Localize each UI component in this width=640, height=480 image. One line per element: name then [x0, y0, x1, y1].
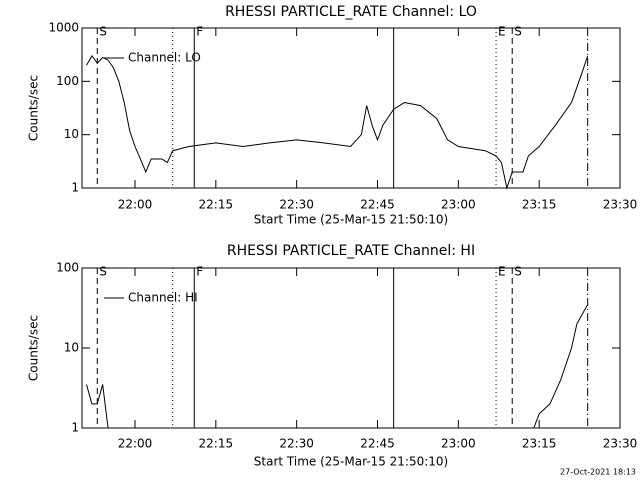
y-axis-label: Counts/sec [27, 315, 41, 381]
x-tick-label: 23:15 [522, 198, 557, 212]
x-tick-label: 22:00 [118, 437, 153, 451]
y-tick-label: 1 [71, 421, 79, 435]
x-tick-label: 22:00 [118, 198, 153, 212]
x-tick-label: 22:15 [199, 198, 234, 212]
chart-title: RHESSI PARTICLE_RATE Channel: HI [227, 243, 475, 259]
x-tick-label: 22:30 [279, 437, 314, 451]
x-tick-label: 23:15 [522, 437, 557, 451]
data-line [86, 54, 589, 190]
legend-label: Channel: HI [128, 291, 198, 305]
marker-label: S [99, 25, 107, 39]
x-tick-label: 23:00 [441, 198, 476, 212]
marker-label: F [196, 25, 203, 39]
y-tick-label: 10 [64, 127, 79, 141]
x-axis-label: Start Time (25-Mar-15 21:50:10) [254, 213, 448, 227]
marker-label: E [498, 265, 506, 279]
y-tick-label: 100 [56, 74, 79, 88]
x-tick-label: 23:30 [603, 198, 638, 212]
y-axis-label: Counts/sec [27, 75, 41, 141]
x-axis-label: Start Time (25-Mar-15 21:50:10) [254, 455, 448, 469]
y-tick-label: 100 [56, 261, 79, 275]
data-line [86, 304, 589, 429]
y-tick-label: 10 [64, 341, 79, 355]
legend-label: Channel: LO [128, 51, 201, 65]
x-tick-label: 22:30 [279, 198, 314, 212]
chart-title: RHESSI PARTICLE_RATE Channel: LO [225, 4, 477, 20]
marker-label: S [514, 265, 522, 279]
marker-label: S [514, 25, 522, 39]
x-tick-label: 22:45 [360, 198, 395, 212]
x-tick-label: 23:30 [603, 437, 638, 451]
marker-label: F [196, 265, 203, 279]
timestamp: 27-Oct-2021 18:13 [560, 468, 636, 477]
plot-frame [81, 27, 621, 189]
y-tick-label: 1000 [48, 21, 79, 35]
y-tick-label: 1 [71, 181, 79, 195]
marker-label: E [498, 25, 506, 39]
x-tick-label: 22:45 [360, 437, 395, 451]
x-tick-label: 22:15 [199, 437, 234, 451]
marker-label: S [99, 265, 107, 279]
x-tick-label: 23:00 [441, 437, 476, 451]
